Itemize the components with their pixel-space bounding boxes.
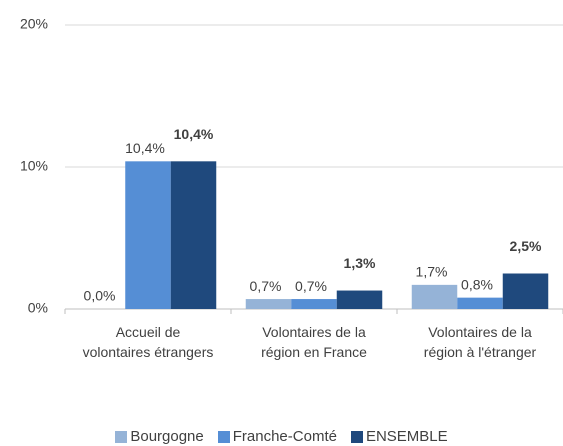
bar (291, 299, 337, 309)
bar (457, 297, 503, 309)
legend-swatch (350, 431, 363, 443)
x-tick-label: Volontaires de la région à l'étranger (423, 324, 537, 360)
data-label: 2,5% (510, 238, 542, 254)
legend-label: ENSEMBLE (365, 428, 448, 445)
bar (170, 161, 217, 309)
bar (502, 273, 549, 309)
legend-swatch (115, 431, 128, 443)
y-tick-label: 20% (20, 16, 48, 32)
legend-item: Franche-Comté (217, 428, 337, 446)
data-label: 10,4% (174, 126, 214, 142)
bar (125, 161, 171, 309)
data-label: 1,7% (416, 264, 448, 280)
legend: Bourgogne Franche-Comté ENSEMBLE (0, 428, 563, 446)
bar (411, 284, 458, 309)
data-label: 10,4% (125, 140, 165, 156)
data-label: 0,7% (250, 278, 282, 294)
bar (245, 299, 292, 309)
legend-swatch (217, 431, 230, 443)
x-tick-label: Volontaires de la région en France (261, 324, 367, 360)
legend-label: Franche-Comté (232, 428, 337, 445)
data-label: 0,0% (84, 288, 116, 304)
legend-label: Bourgogne (130, 428, 204, 445)
data-label: 1,3% (344, 255, 376, 271)
y-tick-label: 10% (20, 158, 48, 174)
y-tick-label: 0% (28, 300, 48, 316)
x-tick-label: Accueil de volontaires étrangers (82, 324, 214, 360)
legend-item: ENSEMBLE (350, 428, 448, 446)
data-label: 0,8% (461, 276, 493, 292)
bar (336, 290, 383, 309)
data-label: 0,7% (295, 278, 327, 294)
legend-item: Bourgogne (115, 428, 204, 446)
